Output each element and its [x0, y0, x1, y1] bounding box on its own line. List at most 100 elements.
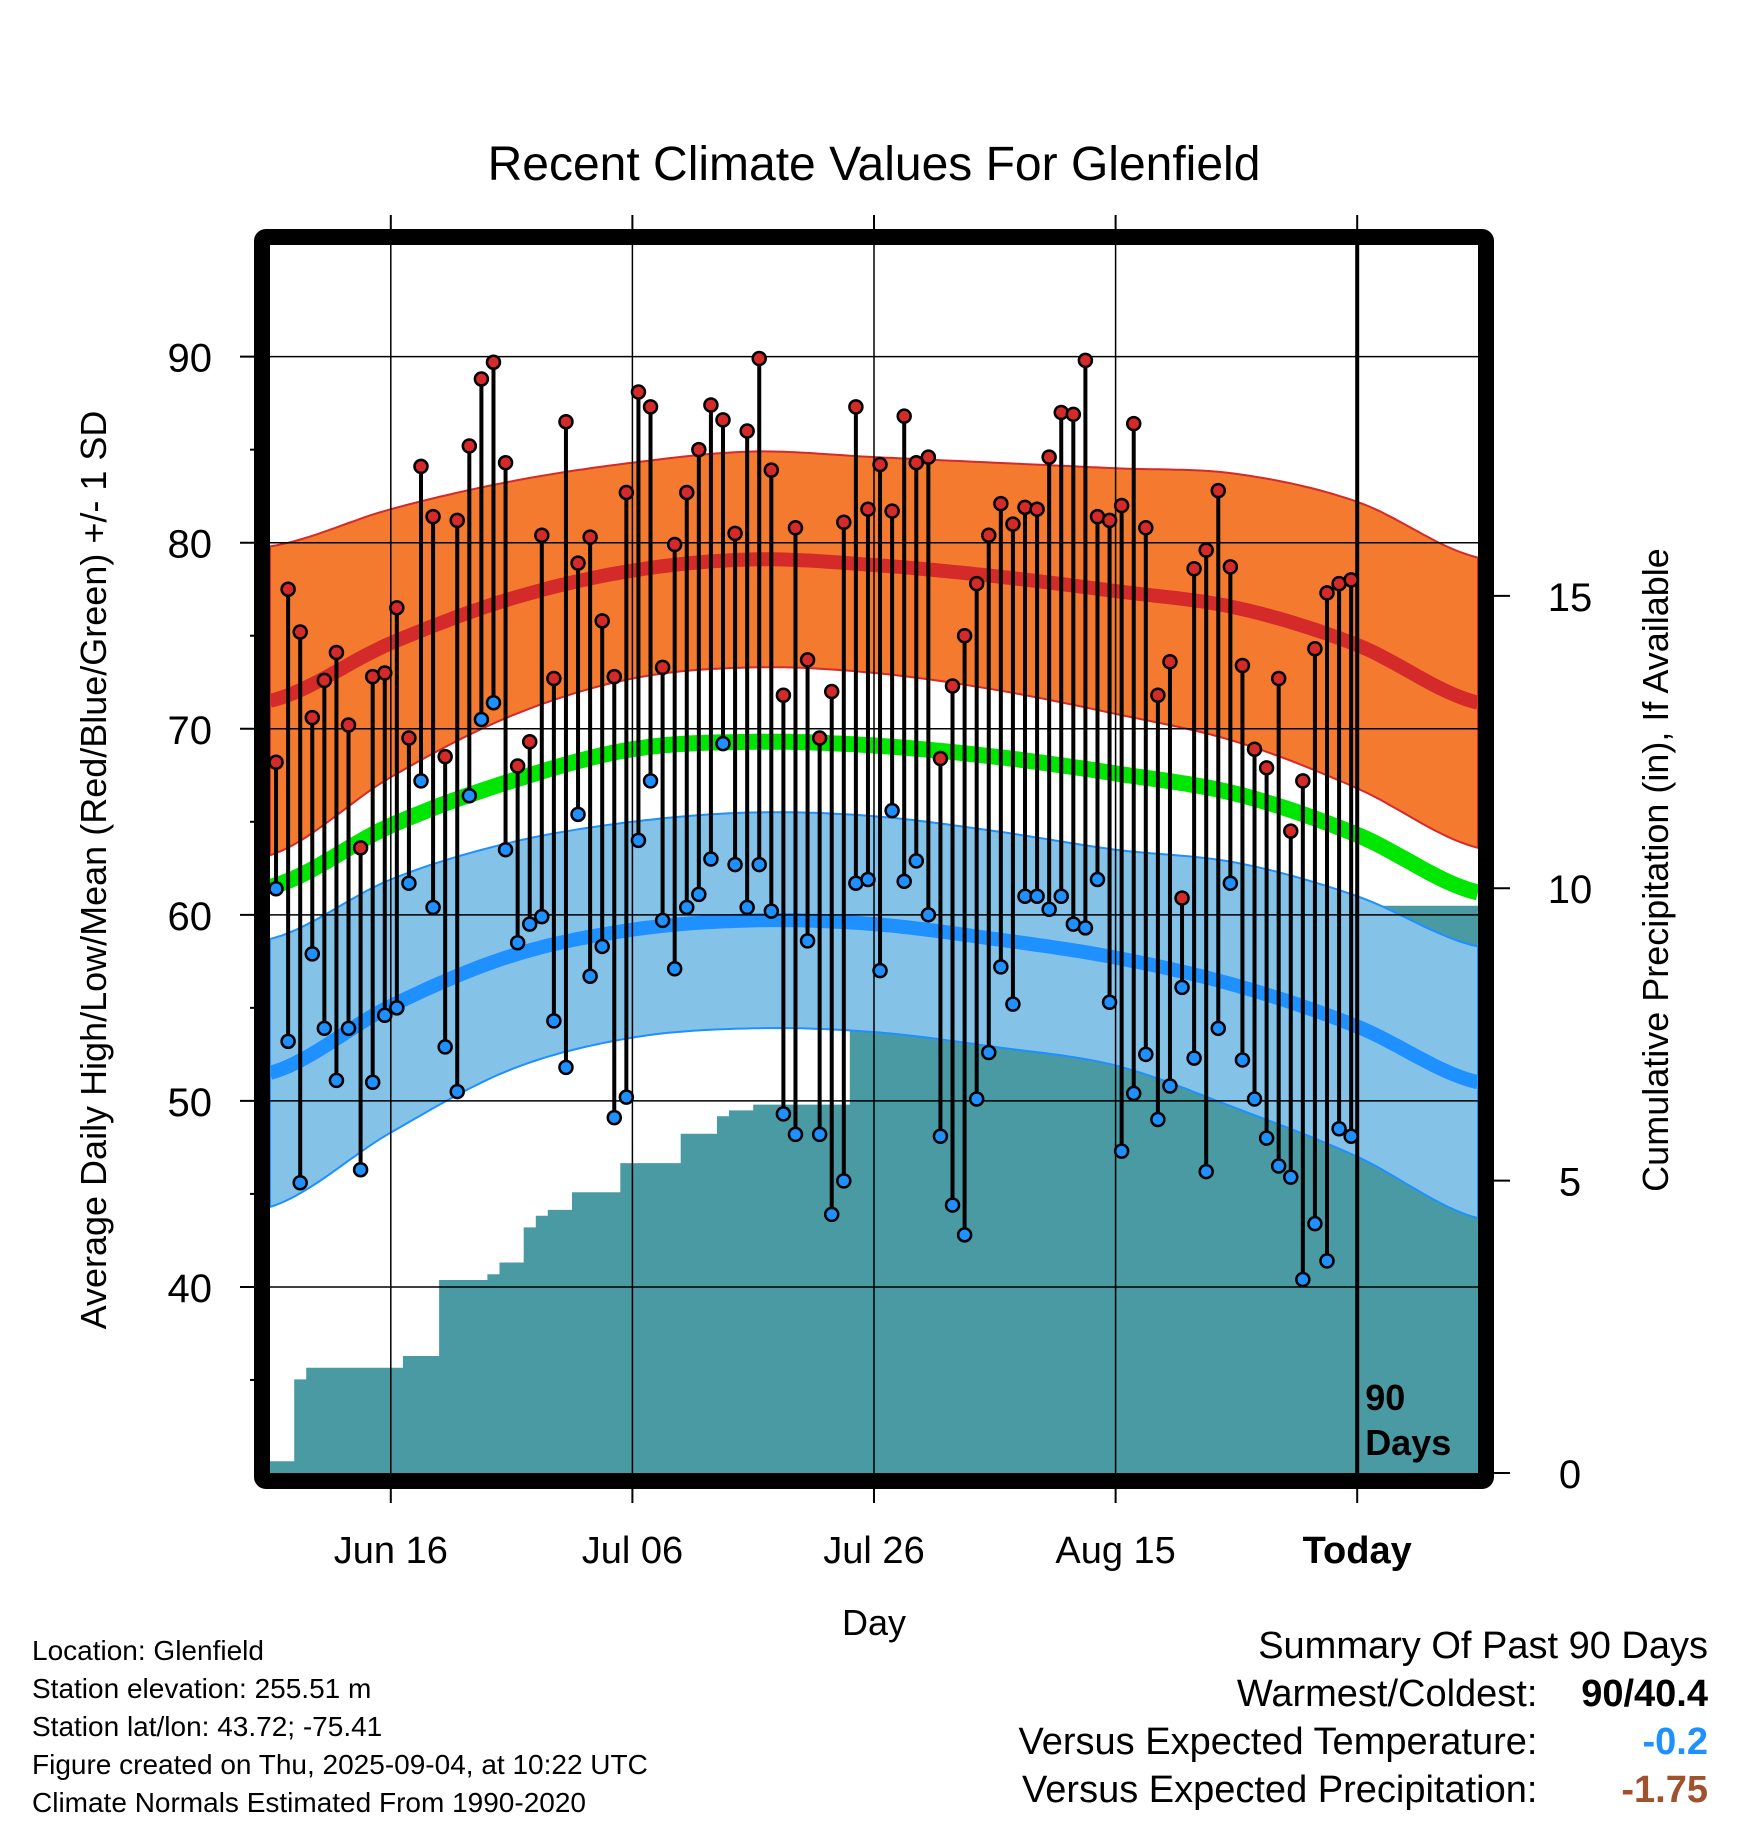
daily-low-point [920, 907, 937, 923]
summary-temp-row: Versus Expected Temperature: -0.2 [1019, 1718, 1708, 1766]
daily-high-point [328, 644, 345, 661]
y2-tick-label: 5 [1559, 1161, 1581, 1205]
daily-low-point [389, 1000, 405, 1016]
daily-high-point [872, 456, 888, 473]
daily-high-point [340, 717, 357, 733]
daily-low-point [1174, 979, 1190, 996]
chart-title: Recent Climate Values For Glenfield [488, 138, 1261, 191]
daily-low-point [521, 916, 538, 932]
daily-low-point [377, 1007, 393, 1024]
daily-high-point [280, 581, 296, 597]
daily-high-point [389, 600, 405, 616]
daily-high-point [1029, 501, 1045, 517]
daily-low-point [497, 841, 514, 858]
daily-high-point [739, 423, 755, 439]
daily-high-point [993, 495, 1009, 512]
info-location: Location: Glenfield [32, 1635, 264, 1666]
daily-low-point [642, 773, 659, 789]
daily-low-point [811, 1126, 828, 1143]
daily-high-point [1077, 352, 1094, 369]
daily-high-point [1174, 890, 1190, 906]
daily-low-point [763, 903, 780, 919]
summary-panel: Summary Of Past 90 Days Warmest/Coldest:… [1019, 1622, 1708, 1814]
y2-tick-label: 0 [1559, 1453, 1581, 1497]
daily-high-point [884, 503, 900, 519]
daily-high-point [691, 441, 707, 458]
daily-low-point [703, 851, 719, 867]
y2-axis-title: Cumulative Precipitation (in), If Availa… [1635, 548, 1676, 1192]
daily-low-point [485, 694, 502, 711]
daily-high-point [1319, 585, 1335, 601]
daily-high-point [1270, 670, 1287, 687]
daily-low-point [473, 711, 490, 728]
daily-high-point [642, 399, 659, 415]
daily-low-point [534, 908, 550, 925]
daily-high-point [606, 668, 623, 685]
daily-high-point [715, 412, 731, 428]
daily-low-point [413, 773, 429, 789]
daily-high-point [968, 575, 985, 592]
daily-low-point [352, 1161, 369, 1178]
daily-high-point [497, 454, 514, 471]
daily-low-point [340, 1020, 357, 1037]
daily-high-point [534, 527, 550, 544]
daily-high-point [763, 462, 780, 478]
daily-high-point [570, 555, 586, 571]
daily-low-point [1331, 1121, 1347, 1137]
daily-high-point [270, 754, 284, 770]
daily-low-point [691, 886, 707, 903]
daily-low-point [582, 968, 598, 984]
daily-low-point [727, 856, 743, 873]
daily-low-point [1270, 1158, 1287, 1174]
daily-low-point [594, 938, 610, 955]
daily-low-point [1029, 888, 1045, 904]
daily-low-point [1101, 994, 1118, 1011]
daily-high-point [461, 438, 478, 454]
daily-low-point [1222, 875, 1239, 891]
daily-high-point [860, 501, 876, 517]
daily-low-point [715, 735, 731, 752]
daily-high-point [1295, 773, 1311, 789]
daily-low-point [328, 1072, 345, 1089]
daily-high-point [352, 840, 369, 856]
x-axis-title: Day [842, 1602, 906, 1643]
daily-low-point [630, 832, 647, 849]
daily-low-point [1005, 996, 1021, 1012]
daily-high-point [437, 748, 453, 765]
y2-tick-label: 15 [1548, 576, 1593, 620]
daily-high-point [546, 670, 562, 687]
daily-high-point [848, 399, 864, 415]
daily-high-point [727, 525, 743, 542]
daily-high-point [908, 454, 925, 471]
daily-high-point [485, 354, 502, 370]
daily-low-point [606, 1109, 623, 1126]
daily-low-point [292, 1174, 308, 1191]
x-tick-label: Jul 06 [582, 1530, 683, 1572]
daily-high-point [751, 350, 767, 367]
daily-high-point [1283, 823, 1299, 839]
daily-high-point [304, 709, 321, 726]
daily-high-point [413, 458, 429, 475]
y-tick-label: 50 [168, 1081, 213, 1125]
daily-high-point [1053, 404, 1069, 421]
daily-low-point [908, 853, 925, 869]
daily-high-point [594, 613, 610, 629]
daily-high-point [292, 624, 308, 640]
daily-high-point [1101, 512, 1118, 529]
daily-low-point [860, 871, 876, 888]
daily-low-point [1258, 1130, 1275, 1146]
daily-low-point [1089, 871, 1106, 888]
daily-low-point [739, 899, 755, 916]
daily-high-point [811, 730, 828, 746]
daily-high-point [618, 484, 635, 501]
daily-high-point [1234, 657, 1251, 674]
daily-low-point [787, 1126, 804, 1143]
info-normals: Climate Normals Estimated From 1990-2020 [32, 1787, 586, 1818]
daily-high-point [558, 414, 574, 430]
daily-low-point [1198, 1163, 1214, 1180]
y-tick-label: 80 [168, 523, 213, 567]
summary-title: Summary Of Past 90 Days [1258, 1625, 1708, 1667]
daily-low-point [679, 899, 695, 916]
y-tick-label: 90 [168, 337, 213, 381]
